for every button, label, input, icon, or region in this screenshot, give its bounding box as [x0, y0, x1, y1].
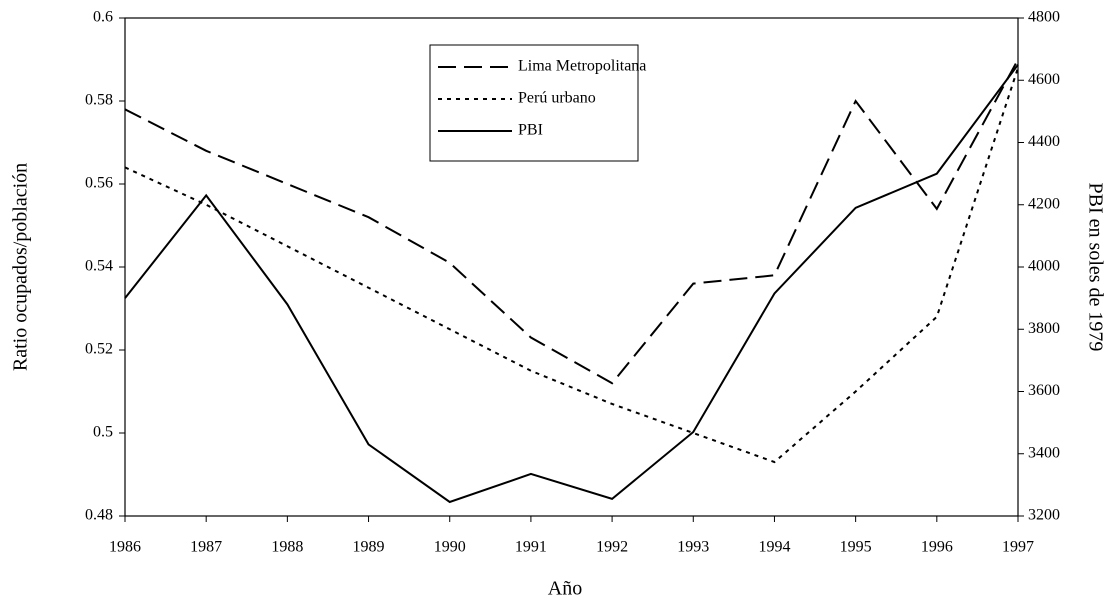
y2-axis-title: PBI en soles de 1979 [1084, 183, 1106, 352]
x-tick-label: 1986 [109, 539, 141, 556]
x-tick-label: 1997 [1002, 539, 1034, 556]
x-axis-title: Año [548, 578, 582, 600]
y2-tick-label: 3400 [1028, 444, 1060, 461]
x-tick-label: 1994 [758, 539, 790, 556]
y-axis-title: Ratio ocupados/población [10, 163, 32, 371]
y-tick-label: 0.48 [85, 507, 113, 524]
y-tick-label: 0.58 [85, 92, 113, 109]
y2-tick-label: 4000 [1028, 258, 1060, 275]
y2-tick-label: 4800 [1028, 9, 1060, 26]
series-line [124, 59, 1019, 385]
y2-tick-label: 4400 [1028, 133, 1060, 150]
y2-tick-label: 4600 [1028, 71, 1060, 88]
x-tick-label: 1989 [353, 539, 385, 556]
x-tick-label: 1991 [515, 539, 547, 556]
x-tick-label: 1990 [434, 539, 466, 556]
x-tick-label: 1993 [677, 539, 709, 556]
legend-box [429, 44, 639, 162]
y2-tick-label: 3200 [1028, 507, 1060, 524]
y-tick-label: 0.56 [85, 175, 113, 192]
y2-tick-label: 3800 [1028, 320, 1060, 337]
y2-tick-label: 4200 [1028, 195, 1060, 212]
legend-label: Perú urbano [518, 90, 596, 107]
series-line [124, 67, 1019, 464]
legend-label: Lima Metropolitana [518, 58, 646, 75]
x-tick-label: 1996 [921, 539, 953, 556]
series-line [124, 64, 1019, 504]
y-tick-label: 0.54 [85, 258, 113, 275]
x-tick-label: 1992 [596, 539, 628, 556]
y2-tick-label: 3600 [1028, 382, 1060, 399]
y-tick-label: 0.52 [85, 341, 113, 358]
x-tick-label: 1987 [190, 539, 222, 556]
legend-label: PBI [518, 122, 543, 139]
x-tick-label: 1988 [271, 539, 303, 556]
y-tick-label: 0.5 [93, 424, 113, 441]
y-tick-label: 0.6 [93, 9, 113, 26]
x-tick-label: 1995 [840, 539, 872, 556]
